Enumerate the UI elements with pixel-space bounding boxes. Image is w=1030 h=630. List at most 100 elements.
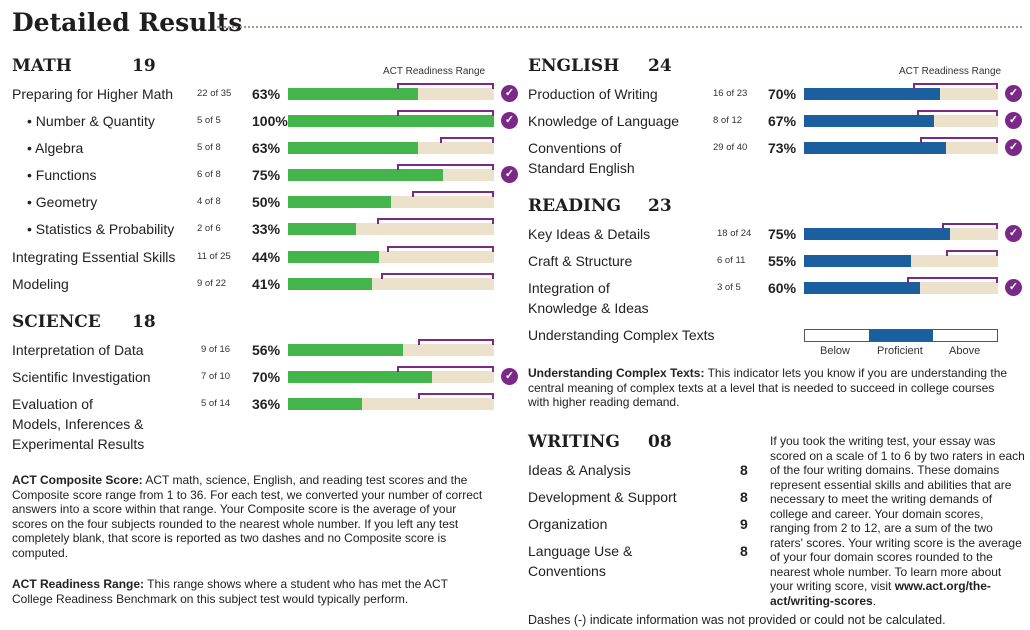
math-row-fraction: 2 of 6 [197,223,221,234]
reading-row-label: Key Ideas & Details [528,226,651,242]
math-row-label: • Statistics & Probability [27,221,175,237]
reading-row-percent: 60% [768,280,797,296]
math-row-algebra: • Algebra 5 of 8 63% [12,137,506,165]
math-row-percent: 50% [252,194,281,210]
math-row-readiness-bracket [376,218,494,224]
composite-note-lead: ACT Composite Score: [12,473,143,487]
reading-row-percent: 75% [768,226,797,242]
science-row-readiness-bracket [417,393,494,399]
science-row-fraction: 5 of 14 [201,398,231,409]
math-readiness-label: ACT Readiness Range [383,66,486,77]
math-row-label: • Functions [27,167,97,183]
math-row-percent: 33% [252,221,281,237]
math-row-fraction: 22 of 35 [197,88,232,99]
uct-label: Understanding Complex Texts [528,327,715,343]
math-row-bar-fill [288,169,443,181]
math-row-geometry: • Geometry 4 of 8 50% [12,191,506,219]
uct-scale-below: Below [820,345,850,357]
writing-row-score: 9 [740,516,748,532]
science-row-readiness-bracket [417,339,494,345]
english-row-label: Production of Writing [528,86,658,102]
english-row-knowledge-of-language: Knowledge of Language 8 of 12 67% ✓ [528,110,1022,138]
reading-row-percent: 55% [768,253,797,269]
english-row-label: Knowledge of Language [528,113,680,129]
math-row-readiness-bracket [397,164,494,170]
science-row-percent: 36% [252,396,281,412]
uct-scale-above: Above [949,345,981,357]
english-score: 24 [648,56,672,76]
math-row-statistics-probability: • Statistics & Probability 2 of 6 33% [12,218,506,246]
reading-row-bar [804,223,998,240]
math-row-bar [288,218,494,235]
science-row-bar-fill [288,398,363,410]
math-row-percent: 75% [252,167,281,183]
writing-row-label: Ideas & Analysis [528,462,631,478]
math-row-label: • Number & Quantity [27,113,155,129]
reading-row-fraction: 3 of 5 [717,282,741,293]
math-row-readiness-bracket [397,110,494,116]
uct-note-text: This indicator lets you know if you are … [528,366,1008,409]
uct-indicator [804,329,998,342]
math-row-bar [288,191,494,208]
math-row-percent: 100% [252,113,288,129]
writing-note: If you took the writing test, your essay… [770,434,1026,608]
english-readiness-label: ACT Readiness Range [899,66,1002,77]
writing-score: 08 [648,432,672,452]
math-row-label: Preparing for Higher Math [12,86,174,102]
title-divider [217,26,1022,28]
reading-heading: READING [528,196,622,216]
math-row-bar [288,137,494,154]
uct-scale-proficient: Proficient [877,345,923,357]
math-row-functions: • Functions 6 of 8 75% ✓ [12,164,518,192]
reading-row-craft-structure: Craft & Structure 6 of 11 55% [528,250,1022,278]
math-row-bar-fill [288,196,391,208]
math-row-fraction: 5 of 8 [197,142,221,153]
reading-row-key-ideas-details: Key Ideas & Details 18 of 24 75% ✓ [528,223,1022,251]
math-row-fraction: 4 of 8 [197,196,221,207]
reading-row-integration-of-knowledge-ideas: Integration of Knowledge & Ideas 3 of 5 60… [528,277,1022,316]
math-row-preparing-for-higher-math: Preparing for Higher Math 22 of 35 63% ✓ [12,83,518,111]
checkmark-icon: ✓ [501,85,518,102]
reading-row-bar-fill [804,255,911,267]
science-row-interpretation-of-data: Interpretation of Data 9 of 16 56% [12,339,506,367]
composite-note: ACT Composite Score: ACT math, science, … [12,473,490,560]
math-row-bar [288,110,494,127]
english-row-conventions-of-standard-english: Conventions of Standard English 29 of 40 7… [528,137,1022,176]
math-row-bar [288,246,494,263]
science-row-fraction: 9 of 16 [201,344,231,355]
math-row-number-quantity: • Number & Quantity 5 of 5 100% ✓ [12,110,518,138]
math-heading: MATH [12,56,72,76]
english-row-readiness-bracket [912,83,998,89]
english-row-bar-fill [804,115,934,127]
writing-scores-link[interactable]: www.act.org/the-act/writing-scores [770,579,991,608]
science-row-fraction: 7 of 10 [201,371,231,382]
math-row-fraction: 9 of 22 [197,278,227,289]
range-note-lead: ACT Readiness Range: [12,577,145,591]
checkmark-icon: ✓ [501,112,518,129]
math-row-percent: 63% [252,86,281,102]
math-row-label: • Algebra [27,140,84,156]
science-row-percent: 70% [252,369,281,385]
writing-note-text: If you took the writing test, your essay… [770,434,1025,593]
math-row-label: • Geometry [27,194,98,210]
math-row-readiness-bracket [397,83,494,89]
checkmark-icon: ✓ [501,368,518,385]
math-row-modeling: Modeling 9 of 22 41% [12,273,506,301]
science-row-evaluation-of-models-inferences-experimental-results: Evaluation of Models, Inferences & Exper… [12,393,506,452]
writing-row-label: Language Use & Conventions [528,543,633,579]
english-row-readiness-bracket [920,137,998,143]
math-row-bar-fill [288,223,356,235]
reading-row-fraction: 6 of 11 [717,255,746,266]
math-row-bar-fill [288,251,379,263]
science-row-bar [288,393,494,410]
math-row-fraction: 6 of 8 [197,169,221,180]
reading-row-readiness-bracket [906,277,998,283]
english-row-fraction: 29 of 40 [713,142,748,153]
math-row-readiness-bracket [380,273,494,279]
checkmark-icon: ✓ [1005,112,1022,129]
science-row-bar-fill [288,344,404,356]
english-row-production-of-writing: Production of Writing 16 of 23 70% ✓ [528,83,1022,111]
writing-row-language-use-conventions: Language Use & Conventions 8 [528,541,758,579]
english-row-bar [804,110,998,127]
checkmark-icon: ✓ [1005,225,1022,242]
